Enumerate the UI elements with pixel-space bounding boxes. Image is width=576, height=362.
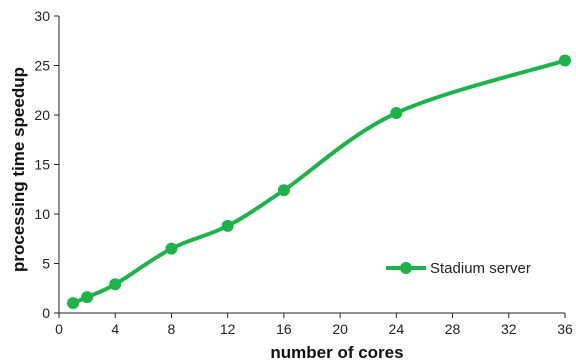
- y-tick-label: 10: [34, 206, 50, 222]
- legend-label: Stadium server: [430, 260, 531, 277]
- data-point: [165, 242, 178, 255]
- y-tick-label: 5: [42, 256, 50, 272]
- x-tick-label: 20: [332, 321, 348, 337]
- legend: Stadium server: [386, 260, 531, 277]
- y-tick-label: 25: [34, 58, 50, 74]
- data-point: [109, 278, 122, 291]
- x-tick-label: 8: [168, 321, 176, 337]
- y-axis-ticks: 0 5 10 15 20 25 30: [34, 8, 59, 321]
- x-tick-label: 32: [501, 321, 517, 337]
- y-tick-label: 0: [42, 305, 50, 321]
- y-tick-label: 15: [34, 157, 50, 173]
- data-point: [67, 297, 80, 310]
- x-tick-label: 36: [557, 321, 573, 337]
- series-layer: [67, 54, 571, 310]
- x-axis-title: number of cores: [270, 343, 403, 362]
- x-tick-label: 16: [276, 321, 292, 337]
- y-axis-title: processing time speedup: [9, 67, 28, 272]
- legend-marker: [400, 262, 412, 274]
- data-point: [390, 107, 403, 120]
- data-point: [81, 291, 94, 304]
- x-axis-ticks: 0 4 8 12 16 20 24 28 32 36: [55, 313, 573, 337]
- x-tick-label: 12: [220, 321, 236, 337]
- data-point: [221, 219, 234, 232]
- y-tick-label: 20: [34, 107, 50, 123]
- x-tick-label: 4: [111, 321, 119, 337]
- x-tick-label: 0: [55, 321, 63, 337]
- data-point: [277, 184, 290, 197]
- x-tick-label: 24: [389, 321, 405, 337]
- data-point: [559, 54, 571, 67]
- x-tick-label: 28: [445, 321, 461, 337]
- y-tick-label: 30: [34, 8, 50, 24]
